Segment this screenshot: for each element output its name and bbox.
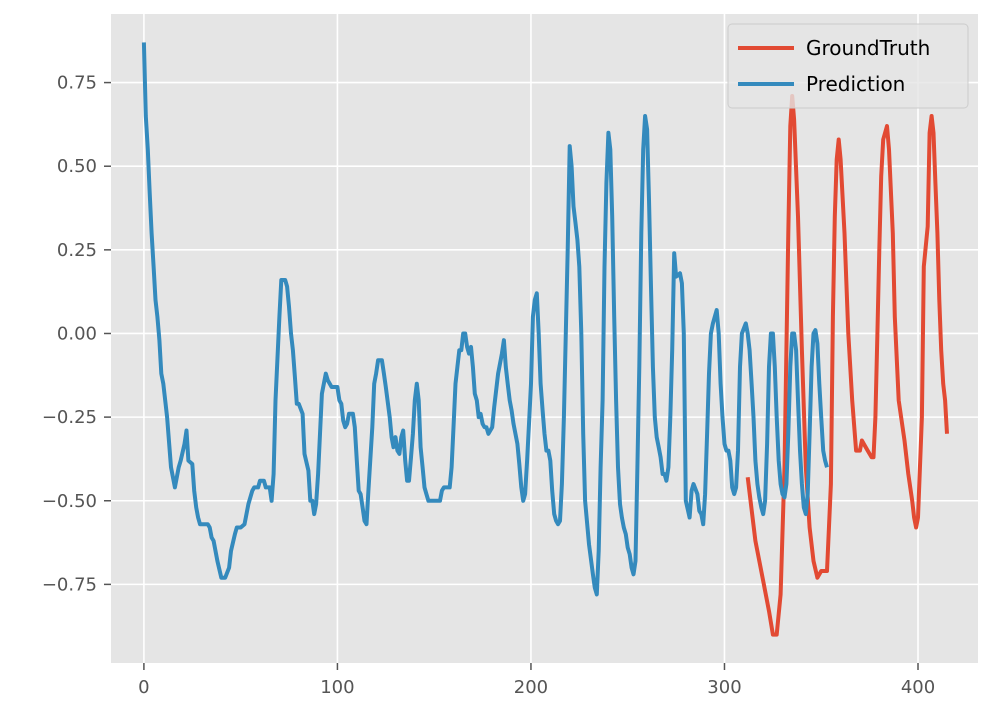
y-tick-label: 0.75 bbox=[57, 73, 97, 94]
x-tick-label: 0 bbox=[138, 677, 149, 698]
x-tick-label: 400 bbox=[901, 677, 935, 698]
y-tick-label: 0.25 bbox=[57, 240, 97, 261]
series-line-prediction bbox=[141, 42, 829, 597]
y-tick-label: −0.25 bbox=[42, 407, 97, 428]
axis-ticks: 0 100 200 300 400 −0.75 −0.50 −0.25 0.00 0.25 0.50… bbox=[42, 73, 935, 698]
x-tick-label: 100 bbox=[320, 677, 354, 698]
legend-label-groundtruth: GroundTruth bbox=[806, 36, 930, 60]
series-layer bbox=[141, 42, 949, 637]
legend-label-prediction: Prediction bbox=[806, 72, 905, 96]
y-tick-label: −0.50 bbox=[42, 491, 97, 512]
y-tick-label: 0.50 bbox=[57, 156, 97, 177]
y-tick-label: 0.00 bbox=[57, 323, 97, 344]
x-tick-label: 300 bbox=[707, 677, 741, 698]
legend-box bbox=[727, 23, 969, 109]
legend: GroundTruth Prediction bbox=[727, 23, 969, 109]
series-line-groundtruth bbox=[745, 94, 949, 637]
x-tick-label: 200 bbox=[514, 677, 548, 698]
y-tick-label: −0.75 bbox=[42, 574, 97, 595]
